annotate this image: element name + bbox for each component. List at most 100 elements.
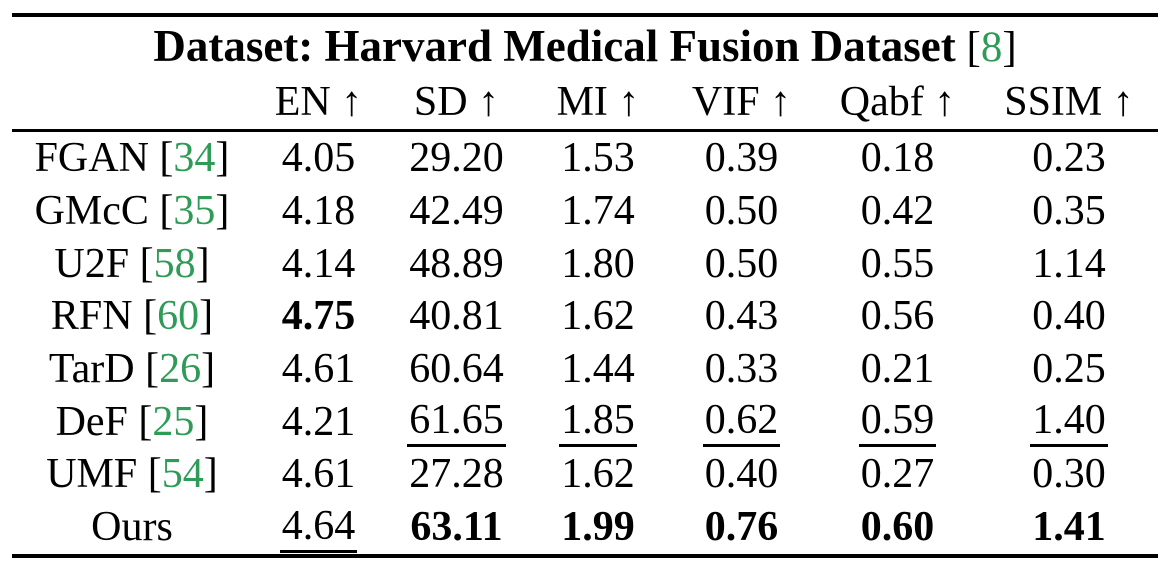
value-cell: 0.40 xyxy=(668,448,815,501)
value-cell: 61.65 xyxy=(385,395,528,448)
metric-value: 29.20 xyxy=(409,135,504,182)
value-cell: 1.53 xyxy=(528,131,668,185)
metric-value: 1.85 xyxy=(559,398,637,448)
metric-value: 1.41 xyxy=(1032,504,1106,551)
value-cell: 0.21 xyxy=(815,343,980,396)
value-cell: 0.59 xyxy=(815,395,980,448)
table-row: Ours 4.64 63.11 1.99 0.76 0.60 1.41 xyxy=(12,501,1158,556)
value-cell: 4.64 xyxy=(252,501,385,556)
method-cell: UMF [54] xyxy=(46,451,218,498)
metric-value: 0.50 xyxy=(704,240,779,287)
method-cell: FGAN [34] xyxy=(34,135,230,182)
metric-value: 0.33 xyxy=(704,346,779,393)
value-cell: 1.40 xyxy=(980,395,1158,448)
value-cell: 0.50 xyxy=(668,185,815,238)
metric-value: 4.61 xyxy=(281,346,356,393)
value-cell: 42.49 xyxy=(385,185,528,238)
title-row: Dataset: Harvard Medical Fusion Dataset … xyxy=(12,15,1158,75)
value-cell: 4.21 xyxy=(252,395,385,448)
table-row: U2F [58] 4.14 48.89 1.80 0.50 0.55 1.14 xyxy=(12,237,1158,290)
metric-value: 0.39 xyxy=(704,135,779,182)
metric-value: 1.40 xyxy=(1030,398,1108,448)
citation-link[interactable]: 54 xyxy=(161,451,204,498)
value-cell: 1.44 xyxy=(528,343,668,396)
metric-value: 4.61 xyxy=(281,451,356,498)
metric-value: 4.05 xyxy=(281,135,356,182)
value-cell: 60.64 xyxy=(385,343,528,396)
citation-link[interactable]: 58 xyxy=(153,240,196,287)
citation-link[interactable]: 35 xyxy=(173,188,216,235)
method-cell: GMcC [35] xyxy=(34,188,230,235)
metric-value: 1.80 xyxy=(561,240,635,287)
column-header: MI ↑ xyxy=(556,79,640,125)
table-head: Dataset: Harvard Medical Fusion Dataset … xyxy=(12,15,1158,131)
metric-value: 0.76 xyxy=(704,504,779,551)
metric-value: 48.89 xyxy=(409,240,504,287)
bracket-close-char: ] xyxy=(1002,24,1017,71)
value-cell: 1.62 xyxy=(528,448,668,501)
value-cell: 0.62 xyxy=(668,395,815,448)
column-header: SD ↑ xyxy=(413,79,500,125)
value-cell: 4.14 xyxy=(252,237,385,290)
value-cell: 48.89 xyxy=(385,237,528,290)
metric-value: 63.11 xyxy=(410,504,503,551)
value-cell: 0.43 xyxy=(668,290,815,343)
value-cell: 0.39 xyxy=(668,131,815,185)
value-cell: 0.76 xyxy=(668,501,815,556)
metric-value: 4.64 xyxy=(279,504,358,553)
results-table: Dataset: Harvard Medical Fusion Dataset … xyxy=(12,13,1158,558)
value-cell: 4.61 xyxy=(252,343,385,396)
value-cell: 1.62 xyxy=(528,290,668,343)
table-title: Dataset: Harvard Medical Fusion Dataset … xyxy=(12,15,1158,75)
citation-link[interactable]: 60 xyxy=(157,293,200,340)
metric-value: 0.43 xyxy=(704,293,779,340)
value-cell: 0.42 xyxy=(815,185,980,238)
metric-value: 0.59 xyxy=(858,398,937,448)
table-row: TarD [26] 4.61 60.64 1.44 0.33 0.21 0.25 xyxy=(12,343,1158,396)
metric-value: 42.49 xyxy=(409,188,504,235)
metric-value: 0.50 xyxy=(704,188,779,235)
column-header: VIF ↑ xyxy=(691,79,792,125)
value-cell: 4.05 xyxy=(252,131,385,185)
citation-link[interactable]: 26 xyxy=(159,346,202,393)
metric-value: 1.14 xyxy=(1032,240,1106,287)
value-cell: 4.61 xyxy=(252,448,385,501)
citation-link[interactable]: 8 xyxy=(980,24,1003,71)
value-cell: 29.20 xyxy=(385,131,528,185)
method-cell: U2F [58] xyxy=(54,240,210,287)
value-cell: 0.18 xyxy=(815,131,980,185)
metric-value: 4.75 xyxy=(281,293,356,340)
value-cell: 0.56 xyxy=(815,290,980,343)
table-row: DeF [25] 4.21 61.65 1.85 0.62 0.59 1.40 xyxy=(12,395,1158,448)
metrics-header-row: EN ↑ SD ↑ MI ↑ VIF ↑ Qabf ↑ SSIM ↑ xyxy=(12,75,1158,131)
table-title-text: Dataset: Harvard Medical Fusion Dataset xyxy=(153,21,956,71)
metric-value: 0.18 xyxy=(860,135,935,182)
table-row: RFN [60] 4.75 40.81 1.62 0.43 0.56 0.40 xyxy=(12,290,1158,343)
value-cell: 0.25 xyxy=(980,343,1158,396)
metric-value: 0.56 xyxy=(860,293,935,340)
value-cell: 1.85 xyxy=(528,395,668,448)
citation-link[interactable]: 25 xyxy=(152,398,195,445)
value-cell: 1.41 xyxy=(980,501,1158,556)
metric-value: 1.99 xyxy=(561,504,635,551)
column-header: EN ↑ xyxy=(274,79,363,125)
value-cell: 27.28 xyxy=(385,448,528,501)
metric-value: 0.55 xyxy=(860,240,935,287)
metric-value: 1.74 xyxy=(561,188,635,235)
value-cell: 0.40 xyxy=(980,290,1158,343)
column-header: SSIM ↑ xyxy=(1004,79,1134,125)
value-cell: 1.74 xyxy=(528,185,668,238)
value-cell: 0.30 xyxy=(980,448,1158,501)
metric-value: 0.62 xyxy=(702,398,781,448)
metric-value: 27.28 xyxy=(409,451,504,498)
metric-value: 0.40 xyxy=(1032,293,1106,340)
value-cell: 0.60 xyxy=(815,501,980,556)
title-citation: [8] xyxy=(956,24,1017,71)
citation-link[interactable]: 34 xyxy=(173,135,216,182)
metric-value: 0.60 xyxy=(860,504,935,551)
method-column-header xyxy=(12,75,252,131)
method-cell: DeF [25] xyxy=(55,398,209,445)
metric-value: 4.18 xyxy=(281,188,356,235)
metric-value: 0.27 xyxy=(860,451,935,498)
metric-value: 1.62 xyxy=(561,451,635,498)
